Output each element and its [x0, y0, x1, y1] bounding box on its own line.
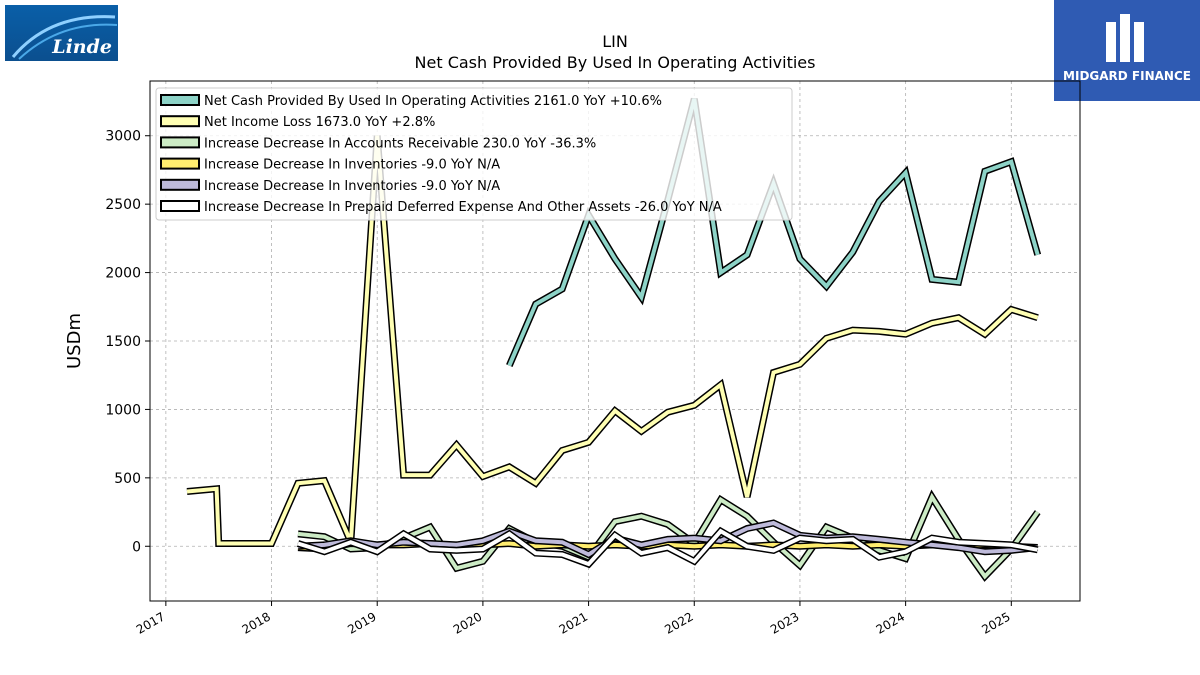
series-2	[186, 135, 1039, 547]
series-line	[297, 528, 1039, 567]
logo-mark	[1106, 14, 1144, 62]
watermark-logo-text: MIDGARD FINANCE	[1063, 69, 1191, 83]
legend-label: Increase Decrease In Inventories -9.0 Yo…	[204, 158, 500, 173]
legend: Net Cash Provided By Used In Operating A…	[155, 87, 793, 221]
y-tick-label: 2500	[105, 197, 141, 213]
x-tick-label: 2018	[240, 609, 273, 636]
x-tick-label: 2023	[768, 609, 801, 636]
y-tick-label: 1500	[105, 334, 141, 350]
series-3	[297, 489, 1041, 582]
legend-item: Increase Decrease In Prepaid Deferred Ex…	[160, 200, 722, 215]
legend-swatch	[160, 115, 200, 128]
legend-label: Net Cash Provided By Used In Operating A…	[204, 94, 662, 109]
y-axis: 0 500 1000 1500 2000 2500 3000	[105, 129, 150, 555]
x-tick-label: 2020	[451, 609, 484, 636]
x-tick-label: 2022	[662, 609, 695, 636]
legend-item: Increase Decrease In Inventories -9.0 Yo…	[160, 157, 500, 173]
company-logo: Linde	[5, 5, 118, 61]
legend-item: Increase Decrease In Accounts Receivable…	[160, 136, 596, 151]
chart-subtitle: Net Cash Provided By Used In Operating A…	[415, 53, 816, 72]
legend-label: Increase Decrease In Accounts Receivable…	[204, 136, 596, 151]
y-axis-label: USDm	[64, 313, 85, 369]
legend-swatch	[160, 157, 200, 170]
x-tick-label: 2025	[979, 609, 1012, 636]
legend-item: Net Income Loss 1673.0 YoY +2.8%	[160, 115, 435, 130]
series-line	[186, 135, 1039, 546]
legend-swatch	[160, 94, 200, 106]
x-tick-label: 2019	[345, 609, 378, 636]
legend-item: Increase Decrease In Inventories -9.0 Yo…	[160, 178, 500, 194]
logo-swoosh	[11, 15, 118, 60]
legend-swatch	[160, 136, 200, 149]
y-tick-label: 1000	[105, 402, 141, 418]
y-tick-label: 3000	[105, 129, 141, 145]
y-tick-label: 500	[114, 471, 141, 487]
chart-title: LIN	[602, 32, 628, 51]
legend-item: Net Cash Provided By Used In Operating A…	[160, 94, 662, 109]
legend-label: Increase Decrease In Inventories -9.0 Yo…	[204, 179, 500, 194]
series-6	[296, 526, 1039, 569]
legend-label: Net Income Loss 1673.0 YoY +2.8%	[204, 115, 435, 130]
x-tick-label: 2024	[874, 609, 907, 636]
x-tick-label: 2021	[557, 609, 590, 636]
legend-swatch	[160, 178, 200, 191]
legend-box	[155, 87, 793, 221]
legend-swatch	[160, 200, 200, 212]
legend-label: Increase Decrease In Prepaid Deferred Ex…	[204, 200, 722, 215]
y-tick-label: 2000	[105, 266, 141, 282]
y-tick-label: 0	[132, 539, 141, 555]
series-line	[297, 492, 1040, 580]
x-tick-label: 2017	[134, 609, 167, 636]
x-axis: 2017 2018 2019 2020 2021 2022 2023 2024 2025	[134, 601, 1013, 637]
company-logo-text: Linde	[52, 36, 112, 58]
watermark-logo: MIDGARD FINANCE	[1054, 0, 1200, 101]
